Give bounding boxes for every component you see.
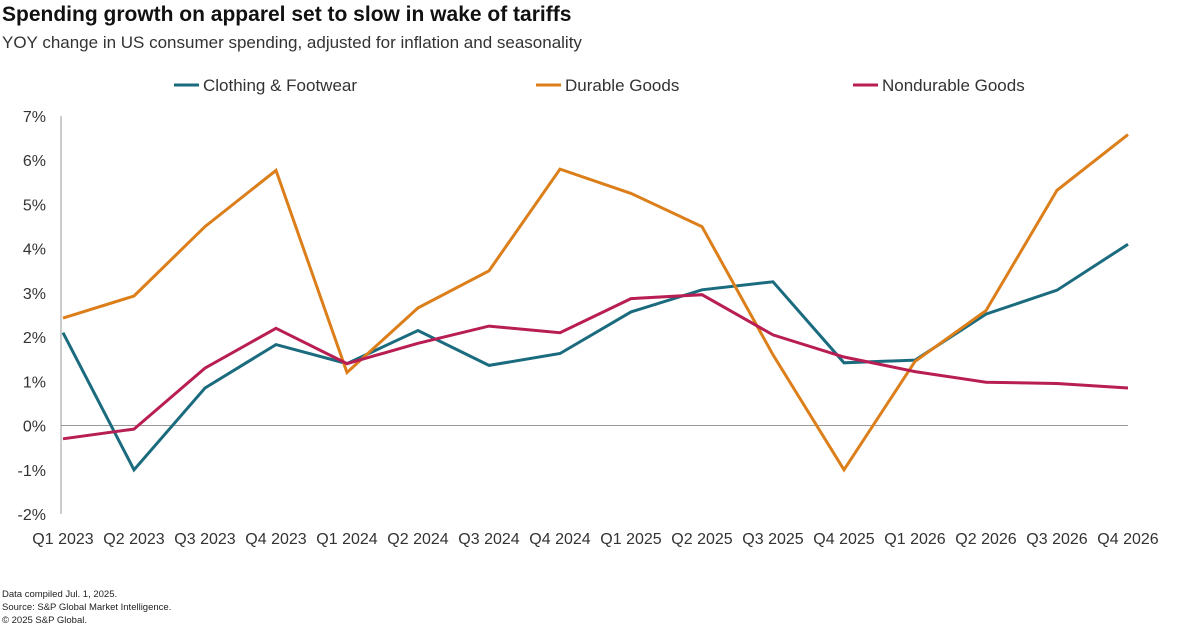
x-tick-label: Q2 2025 bbox=[671, 531, 732, 548]
y-tick-label: -1% bbox=[18, 463, 46, 480]
y-tick-label: 6% bbox=[23, 153, 46, 170]
x-tick-label: Q3 2026 bbox=[1026, 531, 1087, 548]
x-tick-label: Q3 2023 bbox=[174, 531, 235, 548]
footer-notes: Data compiled Jul. 1, 2025. Source: S&P … bbox=[2, 588, 171, 627]
y-tick-label: 7% bbox=[23, 109, 46, 126]
legend-label: Durable Goods bbox=[565, 76, 679, 95]
footer-source: Source: S&P Global Market Intelligence. bbox=[2, 602, 172, 613]
legend-label: Nondurable Goods bbox=[882, 76, 1025, 95]
x-tick-label: Q4 2026 bbox=[1097, 531, 1158, 548]
x-tick-label: Q2 2026 bbox=[955, 531, 1016, 548]
x-tick-label: Q4 2023 bbox=[245, 531, 306, 548]
chart-subtitle: YOY change in US consumer spending, adju… bbox=[2, 33, 582, 52]
x-tick-label: Q4 2025 bbox=[813, 531, 874, 548]
footer-data-compiled: Data compiled Jul. 1, 2025. bbox=[2, 589, 118, 600]
series-line-nondurable-goods bbox=[62, 293, 1129, 441]
y-tick-label: 2% bbox=[23, 330, 46, 347]
x-tick-label: Q1 2025 bbox=[600, 531, 661, 548]
y-tick-label: 5% bbox=[23, 197, 46, 214]
legend-label: Clothing & Footwear bbox=[203, 76, 357, 95]
y-tick-label: 0% bbox=[23, 419, 46, 436]
x-tick-label: Q3 2025 bbox=[742, 531, 803, 548]
y-tick-label: 4% bbox=[23, 242, 46, 259]
footer-copyright: © 2025 S&P Global. bbox=[2, 615, 87, 626]
line-chart: 7% 6% 5% 4% 3% 2% 1% 0% -1% -2% Q1 2023 Q2 2023 Q3 2… bbox=[18, 76, 1159, 548]
x-tick-label: Q4 2024 bbox=[529, 531, 590, 548]
x-tick-label: Q2 2024 bbox=[387, 531, 448, 548]
y-tick-label: 1% bbox=[23, 374, 46, 391]
y-tick-label: -2% bbox=[18, 507, 46, 524]
x-tick-label: Q1 2023 bbox=[32, 531, 93, 548]
x-tick-label: Q1 2024 bbox=[316, 531, 377, 548]
x-tick-label: Q3 2024 bbox=[458, 531, 519, 548]
x-tick-label: Q2 2023 bbox=[103, 531, 164, 548]
y-tick-label: 3% bbox=[23, 286, 46, 303]
chart-title: Spending growth on apparel set to slow i… bbox=[2, 3, 572, 26]
series-line-durable-goods bbox=[62, 133, 1129, 473]
x-tick-label: Q1 2026 bbox=[884, 531, 945, 548]
